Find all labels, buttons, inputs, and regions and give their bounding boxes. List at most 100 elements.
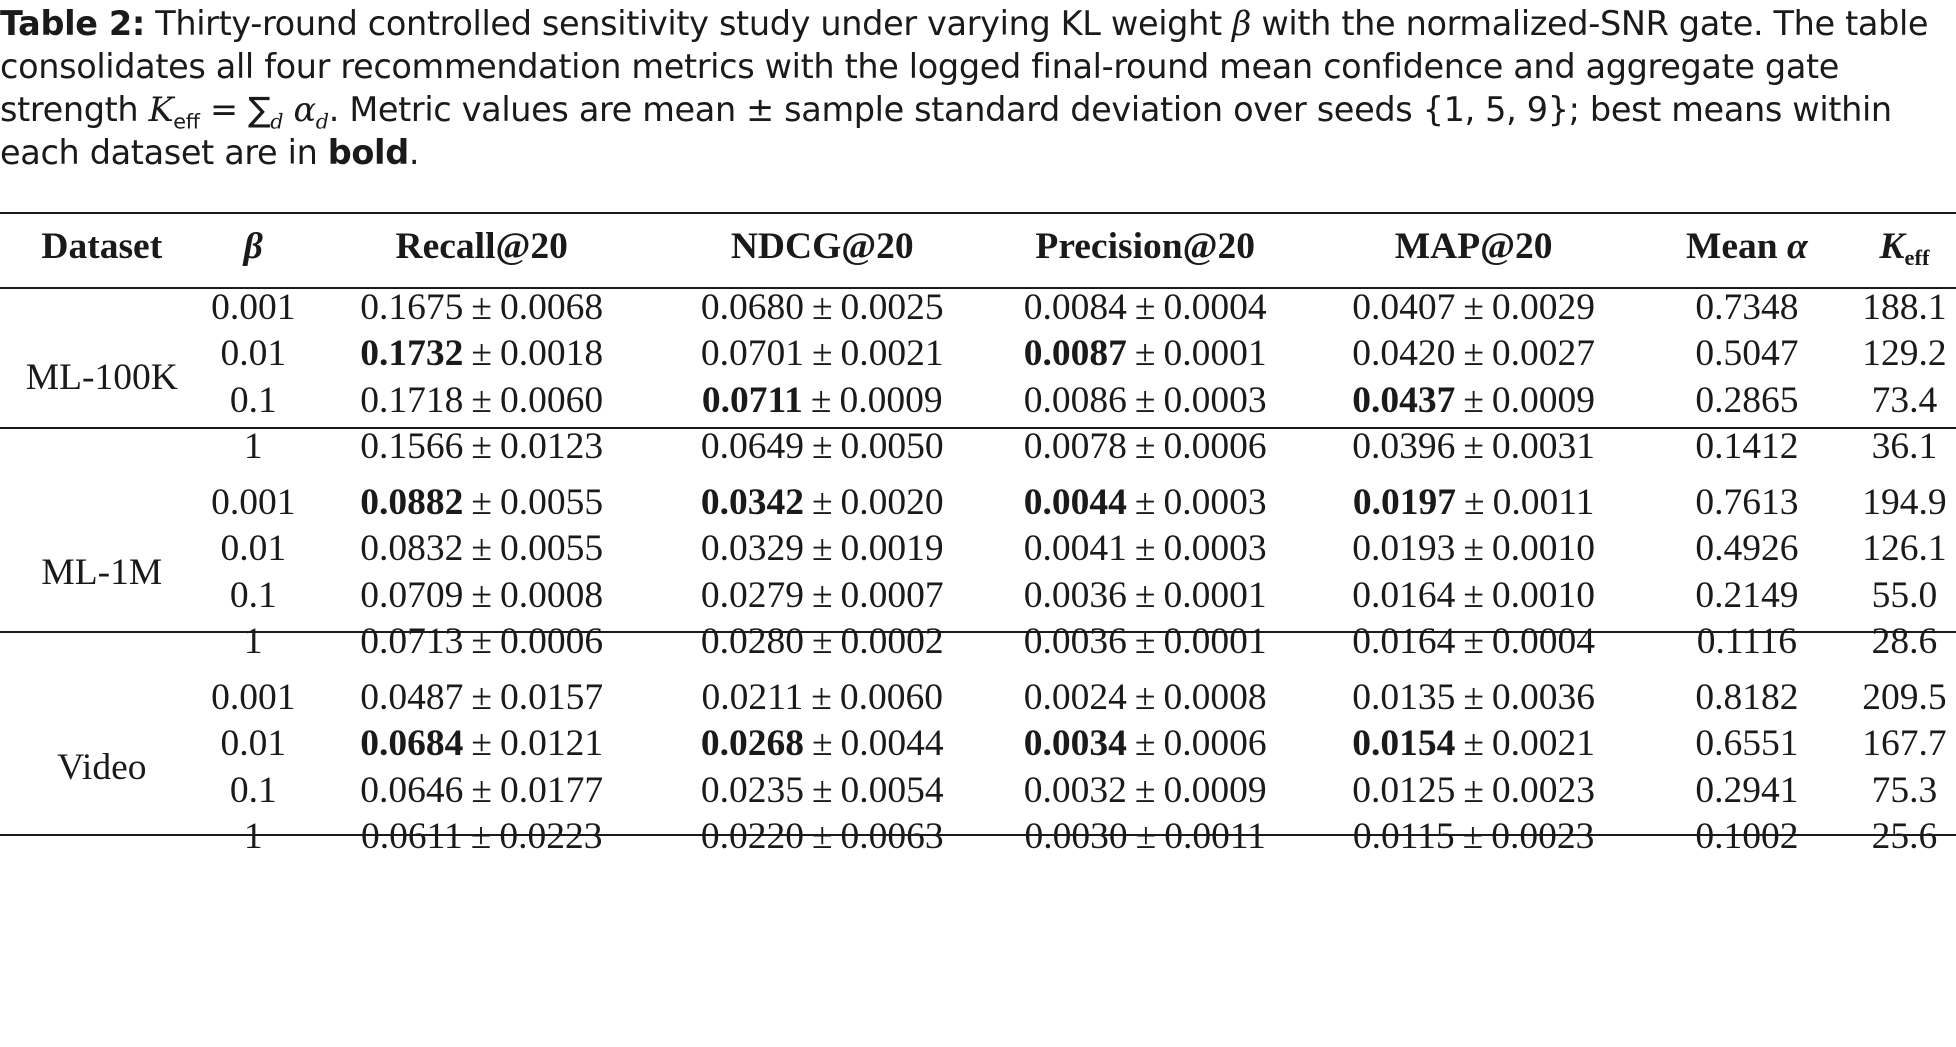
plus-minus-symbol: ±: [1134, 286, 1156, 328]
ndcg-cell: 0.0279 ±0.0007: [660, 572, 984, 619]
group-rule: [0, 427, 1956, 429]
ndcg-cell: 0.0235 ±0.0054: [660, 767, 984, 814]
ndcg-mean: 0.0268: [700, 723, 804, 765]
ndcg-cell: 0.0680 ±0.0025: [660, 275, 984, 331]
plus-minus-symbol: ±: [1134, 379, 1156, 421]
alpha-subscript: d: [315, 109, 329, 134]
beta-cell: 0.001: [211, 676, 296, 718]
plus-minus-symbol: ±: [811, 528, 833, 570]
ndcg-mean: 0.0342: [700, 481, 804, 523]
col-header-recall: Recall@20: [395, 225, 568, 267]
col-header-precision: Precision@20: [1035, 225, 1255, 267]
results-table: Dataset β Recall@20 NDCG@20 Precision@20…: [0, 217, 1956, 860]
recall-cell: 0.0882 ±0.0055: [303, 470, 661, 526]
precision-mean: 0.0044: [1023, 481, 1127, 523]
recall-mean: 0.0684: [360, 723, 464, 765]
keff-cell: 129.2: [1862, 333, 1947, 375]
keff-cell: 55.0: [1871, 574, 1938, 616]
plus-minus-symbol: ±: [1134, 426, 1156, 468]
plus-minus-symbol: ±: [1463, 286, 1484, 328]
k-subscript: eff: [173, 109, 200, 134]
ndcg-cell: 0.0220 ±0.0063: [660, 814, 984, 861]
plus-minus-symbol: ±: [1463, 333, 1484, 375]
keff-cell: 126.1: [1862, 528, 1947, 570]
table-row: ML-1M 0.001 0.0882 ±0.0055 0.0342 ±0.0020 0.00…: [0, 470, 1956, 593]
k-subscript: eff: [1904, 244, 1930, 270]
map-std: 0.0031: [1491, 426, 1596, 468]
plus-minus-symbol: ±: [1463, 379, 1484, 421]
recall-mean: 0.0832: [360, 528, 464, 570]
recall-cell: 0.0713 ±0.0006: [303, 619, 661, 666]
recall-mean: 0.0882: [360, 481, 464, 523]
ndcg-std: 0.0063: [840, 816, 944, 858]
map-mean: 0.0193: [1352, 528, 1456, 570]
precision-mean: 0.0086: [1023, 379, 1127, 421]
mean-alpha-cell: 0.2941: [1695, 769, 1799, 811]
plus-minus-symbol: ±: [470, 816, 492, 858]
bottom-rule: [0, 834, 1956, 836]
plus-minus-symbol: ±: [471, 769, 493, 811]
map-cell: 0.0125 ±0.0023: [1306, 767, 1640, 814]
col-header-map: MAP@20: [1394, 225, 1553, 267]
beta-cell: 0.001: [211, 286, 296, 328]
ndcg-mean: 0.0649: [700, 426, 804, 468]
sum-symbol: ∑: [247, 90, 271, 129]
precision-cell: 0.0036 ±0.0001: [984, 619, 1306, 666]
map-cell: 0.0154 ±0.0021: [1306, 721, 1640, 768]
ndcg-mean: 0.0329: [700, 528, 804, 570]
plus-minus-symbol: ±: [471, 574, 493, 616]
precision-std: 0.0006: [1163, 723, 1267, 765]
precision-mean: 0.0030: [1024, 816, 1128, 858]
map-mean: 0.0154: [1352, 723, 1456, 765]
plus-minus-symbol: ±: [471, 333, 493, 375]
mean-alpha-cell: 0.1002: [1695, 816, 1799, 858]
recall-mean: 0.0646: [360, 769, 464, 811]
precision-std: 0.0009: [1163, 769, 1267, 811]
map-std: 0.0027: [1491, 333, 1596, 375]
plus-minus-symbol: ±: [1134, 528, 1156, 570]
ndcg-cell: 0.0701 ±0.0021: [660, 331, 984, 378]
plus-minus-symbol: ±: [811, 816, 833, 858]
plus-minus-symbol: ±: [1134, 676, 1156, 718]
recall-std: 0.0060: [500, 379, 604, 421]
ndcg-std: 0.0021: [840, 333, 944, 375]
caption-label: Table 2:: [0, 4, 145, 43]
recall-cell: 0.0487 ±0.0157: [303, 665, 661, 721]
keff-cell: 73.4: [1871, 379, 1938, 421]
precision-cell: 0.0034 ±0.0006: [984, 721, 1306, 768]
map-cell: 0.0115 ±0.0023: [1306, 814, 1640, 861]
keff-cell: 75.3: [1871, 769, 1938, 811]
map-cell: 0.0396 ±0.0031: [1306, 424, 1640, 471]
table-row: 1 0.0611 ±0.0223 0.0220 ±0.0063 0.0030 ±0.0011…: [0, 814, 1956, 861]
map-std: 0.0029: [1491, 286, 1596, 328]
ndcg-mean: 0.0280: [700, 621, 804, 663]
ndcg-mean: 0.0235: [700, 769, 804, 811]
plus-minus-symbol: ±: [471, 379, 493, 421]
header-rule: [0, 287, 1956, 289]
recall-std: 0.0223: [499, 816, 603, 858]
plus-minus-symbol: ±: [811, 481, 833, 523]
plus-minus-symbol: ±: [1134, 333, 1156, 375]
precision-cell: 0.0086 ±0.0003: [984, 377, 1306, 424]
table-row: 0.1 0.0646 ±0.0177 0.0235 ±0.0054 0.0032 ±0.00…: [0, 767, 1956, 814]
mean-alpha-cell: 0.7613: [1695, 481, 1799, 523]
plus-minus-symbol: ±: [1134, 481, 1156, 523]
table-row: 0.01 0.1732 ±0.0018 0.0701 ±0.0021 0.0087 ±0.0…: [0, 331, 1956, 378]
ndcg-std: 0.0044: [840, 723, 944, 765]
col-header-ndcg: NDCG@20: [730, 225, 914, 267]
recall-std: 0.0157: [500, 676, 604, 718]
map-mean: 0.0197: [1352, 481, 1457, 523]
map-mean: 0.0407: [1352, 286, 1456, 328]
map-std: 0.0009: [1491, 379, 1596, 421]
keff-cell: 209.5: [1862, 676, 1947, 718]
plus-minus-symbol: ±: [1463, 426, 1484, 468]
caption-text: with the normalized-SNR gate. The table …: [0, 4, 1929, 129]
mean-alpha-cell: 0.1116: [1696, 621, 1798, 663]
map-cell: 0.0420 ±0.0027: [1306, 331, 1640, 378]
map-cell: 0.0193 ±0.0010: [1306, 526, 1640, 573]
beta-cell: 0.1: [229, 574, 277, 616]
ndcg-mean: 0.0279: [700, 574, 804, 616]
recall-mean: 0.0611: [360, 816, 463, 858]
table-row: 1 0.0713 ±0.0006 0.0280 ±0.0002 0.0036 ±0.0001…: [0, 619, 1956, 666]
recall-cell: 0.1718 ±0.0060: [303, 377, 661, 424]
